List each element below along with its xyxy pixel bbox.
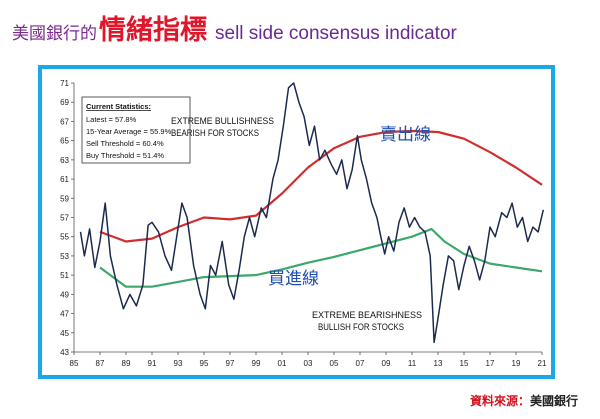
x-tick-label: 05: [330, 359, 339, 368]
source-value: 美國銀行: [529, 394, 578, 408]
stats-sell-threshold: Sell Threshold = 60.4%: [86, 139, 164, 148]
y-tick-label: 63: [60, 156, 69, 165]
x-tick-label: 97: [226, 359, 235, 368]
y-tick-label: 59: [60, 194, 69, 203]
x-tick-label: 85: [70, 359, 79, 368]
stats-box: Current Statistics: Latest = 57.8% 15-Ye…: [81, 96, 191, 164]
y-tick-label: 57: [60, 214, 69, 223]
title-row: 美國銀行的情緒指標 sell side consensus indicator: [12, 8, 592, 54]
x-tick-label: 19: [512, 359, 521, 368]
stats-box-border: [81, 96, 191, 164]
annotation-bullish-for-stocks: BULLISH FOR STOCKS: [318, 322, 404, 332]
stats-latest: Latest = 57.8%: [86, 115, 137, 124]
x-tick-label: 13: [434, 359, 443, 368]
source-label: 資料來源：: [469, 394, 530, 408]
title-main: 情緒指標: [99, 15, 207, 46]
stats-15yr-average: 15-Year Average = 55.9%: [86, 127, 172, 136]
y-tick-label: 55: [60, 233, 69, 242]
chart-frame: 43 45 47 49 51 53 55 57 59 61 63 65 67 69 71 85 87 89 91 93…: [38, 65, 555, 379]
y-tick-label: 67: [60, 117, 69, 126]
x-tick-label: 99: [252, 359, 261, 368]
x-tick-label: 87: [96, 359, 105, 368]
title-english: sell side consensus indicator: [215, 23, 457, 44]
x-tick-label: 93: [174, 359, 183, 368]
x-tick-label: 11: [408, 359, 417, 368]
x-tick-label: 91: [148, 359, 157, 368]
x-tick-label: 21: [538, 359, 547, 368]
y-tick-label: 49: [60, 290, 69, 299]
buy-line-label: 買進線: [268, 269, 319, 289]
x-tick-label: 09: [382, 359, 391, 368]
y-tick-label: 43: [60, 348, 69, 357]
title-bank: 美國銀行的: [12, 24, 97, 44]
annotation-extreme-bullishness: EXTREME BULLISHNESS: [171, 116, 274, 126]
sentiment-chart: 43 45 47 49 51 53 55 57 59 61 63 65 67 69 71 85 87 89 91 93…: [60, 79, 547, 368]
y-tick-label: 69: [60, 98, 69, 107]
sell-line-label: 賣出線: [380, 125, 431, 145]
x-tick-label: 17: [486, 359, 495, 368]
y-tick-label: 71: [60, 79, 69, 88]
series-buy-threshold-line: [99, 227, 543, 288]
x-tick-label: 01: [278, 359, 287, 368]
annotation-bearish-for-stocks: BEARISH FOR STOCKS: [171, 128, 259, 138]
series-indicator-line: [79, 82, 545, 344]
y-tick-label: 45: [60, 329, 69, 338]
x-tick-label: 07: [356, 359, 365, 368]
stats-buy-threshold: Buy Threshold = 51.4%: [86, 151, 164, 160]
x-tick-label: 95: [200, 359, 209, 368]
source-note: 資料來源：美國銀行: [470, 392, 578, 409]
x-tick-label: 89: [122, 359, 131, 368]
stats-box-header: Current Statistics:: [86, 102, 151, 111]
y-tick-label: 47: [60, 310, 69, 319]
y-tick-label: 65: [60, 137, 69, 146]
x-tick-label: 03: [304, 359, 313, 368]
y-tick-label: 53: [60, 252, 69, 261]
annotation-extreme-bearishness: EXTREME BEARISHNESS: [312, 310, 422, 320]
y-tick-label: 51: [60, 271, 69, 280]
y-tick-label: 61: [60, 175, 69, 184]
x-tick-label: 15: [460, 359, 469, 368]
